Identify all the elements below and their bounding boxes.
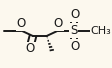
- Text: S: S: [70, 24, 77, 37]
- Text: CH₃: CH₃: [91, 26, 111, 36]
- Text: O: O: [54, 17, 63, 30]
- Text: O: O: [70, 40, 79, 53]
- Text: O: O: [25, 42, 35, 55]
- Text: O: O: [17, 17, 26, 30]
- Text: O: O: [70, 8, 79, 21]
